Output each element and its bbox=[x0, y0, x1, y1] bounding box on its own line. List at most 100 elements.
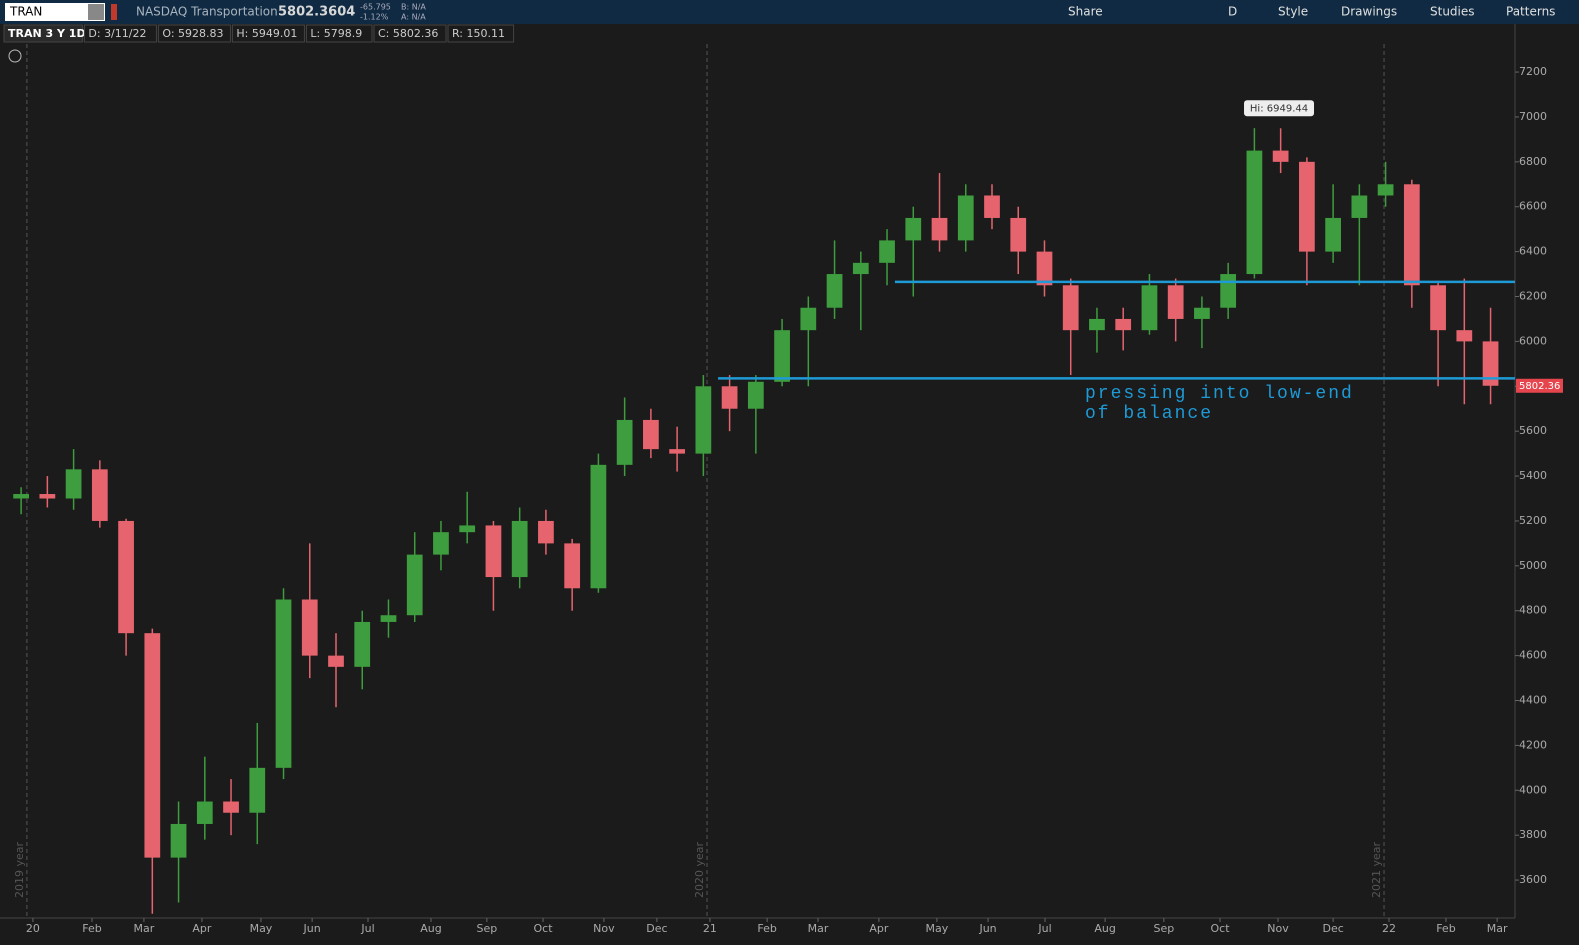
y-tick-label: 6600 bbox=[1519, 200, 1547, 213]
candle-body bbox=[695, 386, 712, 454]
candle-body bbox=[1194, 307, 1210, 319]
candle-body bbox=[1062, 285, 1079, 331]
info-box bbox=[231, 24, 305, 43]
ask: A: N/A bbox=[401, 13, 426, 22]
link-marker bbox=[111, 4, 117, 20]
high-label: Hi: 6949.44 bbox=[1250, 103, 1308, 114]
info-item: H: 5949.01 bbox=[236, 27, 297, 40]
info-box bbox=[83, 24, 157, 43]
x-tick-label: Jun bbox=[303, 922, 321, 935]
x-tick-label: Jun bbox=[978, 922, 996, 935]
toolbar-button[interactable]: D bbox=[1228, 5, 1237, 19]
info-item: D: 3/11/22 bbox=[88, 27, 146, 40]
candle-body bbox=[65, 469, 82, 499]
candle-body bbox=[196, 801, 213, 824]
x-tick-label: Dec bbox=[1322, 922, 1343, 935]
toolbar-button[interactable]: Drawings bbox=[1341, 5, 1397, 19]
info-item: O: 5928.83 bbox=[162, 27, 223, 40]
change: -65.795 bbox=[360, 3, 391, 12]
candle-body bbox=[511, 520, 528, 578]
y-tick-label: 6400 bbox=[1519, 245, 1547, 258]
toolbar-button[interactable]: Share bbox=[1068, 5, 1103, 19]
x-tick-label: May bbox=[926, 922, 949, 935]
candle-body bbox=[249, 767, 266, 813]
candle-body bbox=[852, 262, 869, 275]
x-tick-label: Feb bbox=[1436, 922, 1455, 935]
last-price-label: 5802.36 bbox=[1519, 381, 1560, 392]
y-tick-label: 7000 bbox=[1519, 110, 1547, 123]
annotation: pressing into low-end bbox=[1085, 384, 1354, 404]
candle-body bbox=[91, 469, 108, 521]
toolbar-button[interactable]: Style bbox=[1278, 5, 1308, 19]
info-box bbox=[157, 24, 231, 43]
candle-body bbox=[1272, 150, 1289, 162]
toolbar bbox=[0, 0, 1579, 24]
y-tick-label: 4600 bbox=[1519, 649, 1547, 662]
toolbar-button[interactable]: Studies bbox=[1430, 5, 1475, 19]
info-item: L: 5798.9 bbox=[310, 27, 362, 40]
symbol[interactable]: TRAN bbox=[9, 5, 42, 19]
candle-body bbox=[643, 419, 659, 450]
candle-body bbox=[826, 274, 843, 308]
symbol-dropdown[interactable] bbox=[88, 4, 104, 20]
y-tick-label: 6200 bbox=[1519, 290, 1547, 303]
x-tick-label: Mar bbox=[808, 922, 829, 935]
x-tick-label: 21 bbox=[703, 922, 717, 935]
x-tick-label: Feb bbox=[757, 922, 776, 935]
x-tick-label: Oct bbox=[534, 922, 554, 935]
candle-body bbox=[616, 419, 633, 465]
candle-body bbox=[1325, 217, 1341, 252]
candle-body bbox=[1167, 285, 1184, 319]
candle-body bbox=[879, 240, 895, 263]
last-price-tag bbox=[1516, 378, 1563, 393]
candle-body bbox=[1089, 318, 1105, 331]
x-tick-label: 22 bbox=[1382, 922, 1396, 935]
y-tick-label: 6000 bbox=[1519, 334, 1547, 347]
x-tick-label: Mar bbox=[1487, 922, 1508, 935]
x-tick-label: Jul bbox=[360, 922, 374, 935]
candle-body bbox=[118, 520, 134, 634]
info-item: R: 150.11 bbox=[452, 27, 505, 40]
candle-body bbox=[1456, 330, 1473, 342]
candle-body bbox=[328, 655, 344, 667]
info-icon[interactable] bbox=[8, 49, 22, 63]
candle-body bbox=[564, 543, 581, 589]
candle-body bbox=[774, 330, 790, 382]
candle-body bbox=[1010, 217, 1027, 252]
x-tick-label: Mar bbox=[134, 922, 155, 935]
candle-body bbox=[1351, 195, 1368, 218]
candle-body bbox=[984, 195, 1000, 218]
candle-body bbox=[485, 525, 502, 578]
x-tick-label: Sep bbox=[1154, 922, 1175, 935]
x-tick-label: Nov bbox=[1267, 922, 1289, 935]
candle-body bbox=[669, 449, 685, 454]
candle-body bbox=[275, 599, 292, 768]
candle-body bbox=[590, 464, 607, 589]
x-tick-label: Aug bbox=[420, 922, 441, 935]
candle-body bbox=[1115, 318, 1132, 331]
candle-body bbox=[406, 554, 423, 616]
x-tick-label: Aug bbox=[1094, 922, 1115, 935]
x-tick-label: Feb bbox=[82, 922, 101, 935]
candle-body bbox=[223, 801, 239, 813]
y-tick-label: 4000 bbox=[1519, 783, 1547, 796]
symbol-input[interactable] bbox=[5, 3, 105, 21]
candle-body bbox=[1246, 150, 1263, 275]
candle-body bbox=[905, 217, 922, 241]
candle-body bbox=[931, 217, 948, 241]
year-label: 2021 year bbox=[1370, 841, 1383, 898]
x-tick-label: Oct bbox=[1211, 922, 1231, 935]
year-label: 2020 year bbox=[693, 841, 706, 898]
candle-body bbox=[1299, 161, 1315, 252]
x-tick-label: Dec bbox=[646, 922, 667, 935]
candle-body bbox=[1430, 285, 1446, 331]
y-tick-label: 5400 bbox=[1519, 469, 1547, 482]
y-tick-label: 6800 bbox=[1519, 155, 1547, 168]
y-tick-label: 4200 bbox=[1519, 738, 1547, 751]
info-item: TRAN 3 Y 1D bbox=[8, 27, 86, 40]
change-pct: -1.12% bbox=[360, 13, 389, 22]
candle-body bbox=[1036, 251, 1053, 286]
x-tick-label: May bbox=[250, 922, 273, 935]
toolbar-button[interactable]: Patterns bbox=[1506, 5, 1555, 19]
